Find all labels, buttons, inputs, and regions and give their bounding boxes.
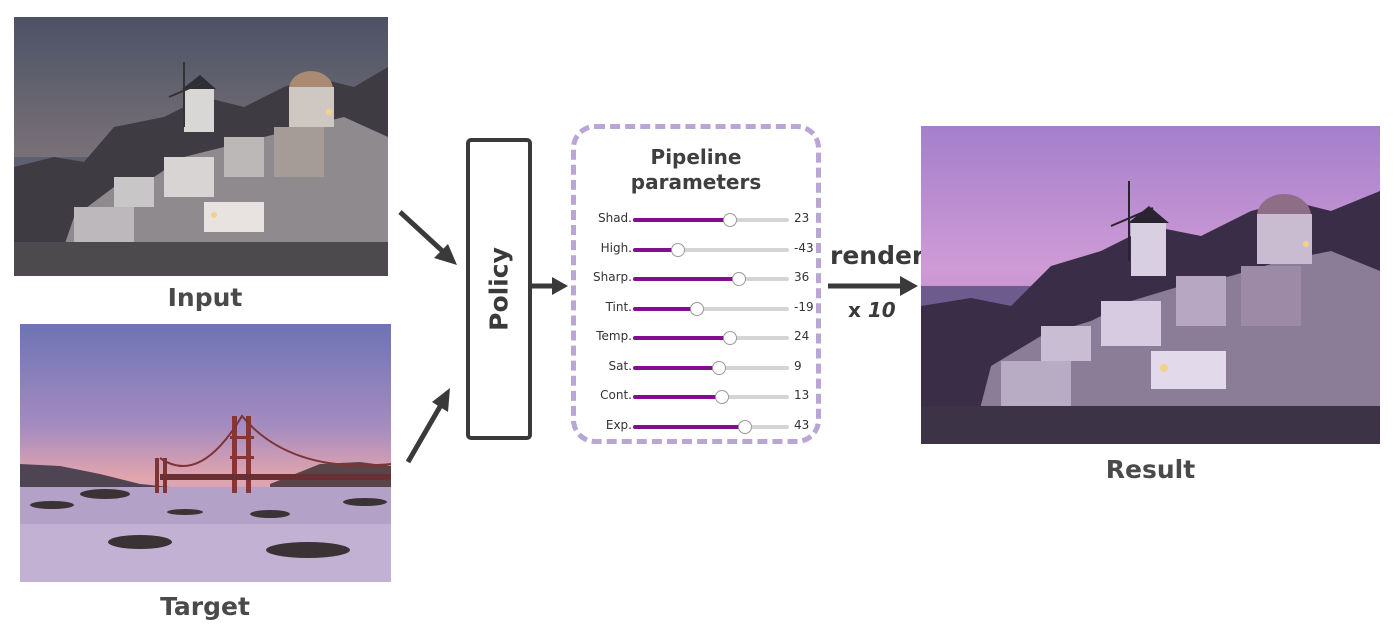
times-prefix: x (848, 298, 861, 322)
slider-knob[interactable] (689, 301, 704, 316)
title-line-2: parameters (630, 170, 762, 194)
slider-knob[interactable] (732, 272, 747, 286)
slider-fill (633, 395, 722, 399)
slider-label: Sharp. (593, 270, 632, 284)
slider-value: 43 (794, 417, 810, 432)
slider-value: 24 (794, 329, 810, 343)
slider-fill (633, 424, 746, 429)
input-caption: Input (167, 283, 243, 312)
slider-value: 23 (794, 211, 810, 225)
slider-track[interactable] (633, 301, 789, 316)
slider-row: Cont. 13 (576, 386, 826, 406)
slider-fill (633, 247, 679, 252)
slider-track[interactable] (633, 272, 789, 286)
slider-track[interactable] (633, 242, 789, 257)
slider-track[interactable] (633, 419, 789, 434)
slider-label: Tint. (605, 299, 632, 314)
slider-value: -43 (794, 240, 814, 255)
slider-label: Sat. (608, 358, 633, 373)
slider-fill (633, 218, 730, 222)
slider-row: Shad. 23 (576, 209, 826, 229)
slider-label: Temp. (596, 329, 632, 343)
slider-value: 13 (794, 388, 810, 402)
slider-label: Exp. (605, 417, 632, 432)
slider-value: -19 (794, 299, 814, 314)
result-image (921, 126, 1380, 444)
slider-track[interactable] (633, 360, 789, 375)
slider-fill (633, 306, 697, 311)
slider-knob[interactable] (714, 390, 729, 404)
policy-box: Policy (466, 138, 532, 440)
pipeline-parameters-panel: Pipeline parameters Shad. 23 High. -43 Sharp… (571, 124, 821, 444)
title-line-1: Pipeline (650, 145, 742, 169)
slider-row: High. -43 (576, 239, 826, 259)
slider-fill (633, 277, 740, 281)
input-image (14, 17, 388, 276)
slider-row: Sat. 9 (576, 357, 826, 377)
slider-row: Sharp. 36 (576, 268, 826, 288)
slider-label: Cont. (600, 388, 632, 402)
slider-fill (633, 365, 719, 370)
slider-label: Shad. (597, 211, 632, 225)
slider-knob[interactable] (671, 242, 686, 257)
slider-knob[interactable] (722, 213, 737, 227)
target-image (20, 324, 391, 582)
target-caption: Target (160, 592, 250, 621)
render-label: render (830, 241, 925, 270)
slider-track[interactable] (633, 331, 789, 345)
slider-track[interactable] (633, 213, 789, 227)
slider-value: 36 (794, 270, 810, 284)
pipeline-parameters-title: Pipeline parameters (576, 145, 816, 195)
slider-row: Exp. 43 (576, 416, 826, 436)
policy-label: Policy (484, 247, 514, 331)
times-value: 10 (867, 298, 896, 322)
slider-value: 9 (794, 358, 802, 373)
slider-fill (633, 336, 730, 340)
slider-knob[interactable] (722, 331, 737, 345)
render-iterations: x 10 (848, 298, 896, 322)
slider-knob[interactable] (738, 419, 753, 434)
slider-label: High. (600, 240, 632, 255)
result-caption: Result (1105, 455, 1196, 484)
slider-row: Tint. -19 (576, 298, 826, 318)
slider-row: Temp. 24 (576, 327, 826, 347)
slider-track[interactable] (633, 390, 789, 404)
slider-knob[interactable] (711, 360, 726, 375)
